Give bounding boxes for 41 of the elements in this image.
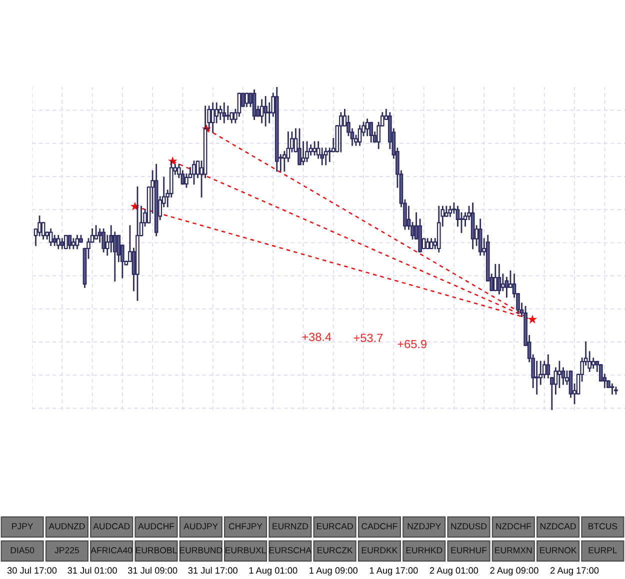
text: AUDNZD — [48, 523, 85, 530]
x-tick-label: 31 Jul 01:00 — [68, 566, 117, 574]
annotation: +65.9 — [398, 340, 426, 348]
x-tick-label: 31 Jul 09:00 — [128, 566, 178, 574]
text: EURCZK — [318, 547, 353, 554]
text: NZDCAD — [540, 523, 576, 530]
text: EURCAD — [317, 523, 353, 530]
x-tick-label: 1 Aug 09:00 — [310, 567, 358, 576]
text: DIA50 — [10, 547, 34, 554]
text: EURDKK — [362, 547, 398, 554]
x-tick-label: 2 Aug 01:00 — [430, 567, 478, 576]
text: EURHKD — [406, 547, 442, 554]
x-tick-label: 1 Aug 01:00 — [249, 567, 298, 576]
text: AFRICA40 — [90, 547, 132, 554]
annotation: +38.4 — [302, 332, 332, 342]
text: EURBOBL — [136, 547, 177, 554]
text: EURMXN — [495, 547, 532, 554]
x-tick-label: 30 Jul 17:00 — [7, 566, 57, 574]
text: AUDCAD — [93, 523, 130, 530]
text: JP225 — [54, 547, 80, 554]
text: EURNOK — [540, 547, 577, 554]
text: EURHUF — [451, 547, 487, 554]
text: AUDJPY — [184, 523, 218, 530]
x-tick-label: 31 Jul 17:00 — [188, 566, 238, 574]
text: EURBUND — [180, 547, 222, 554]
x-tick-label: 1 Aug 17:00 — [370, 567, 418, 576]
text: NZDUSD — [451, 523, 487, 530]
text: NZDJPY — [408, 523, 441, 530]
text: CADCHF — [362, 523, 398, 530]
text: BTCUS — [588, 523, 618, 530]
text: PJPY — [12, 523, 34, 530]
annotation: +53.7 — [354, 334, 383, 342]
text: EURNZD — [272, 523, 308, 530]
x-tick-label: 2 Aug 17:00 — [550, 567, 599, 576]
x-tick-label: 2 Aug 09:00 — [490, 567, 538, 576]
text: EURBUXL — [226, 547, 266, 554]
text: CHFJPY — [228, 523, 262, 530]
text: EURSCHA — [270, 547, 312, 554]
text: AUDCHF — [138, 523, 174, 530]
text: NZDCHF — [496, 523, 532, 530]
text: EURPL — [588, 547, 617, 554]
